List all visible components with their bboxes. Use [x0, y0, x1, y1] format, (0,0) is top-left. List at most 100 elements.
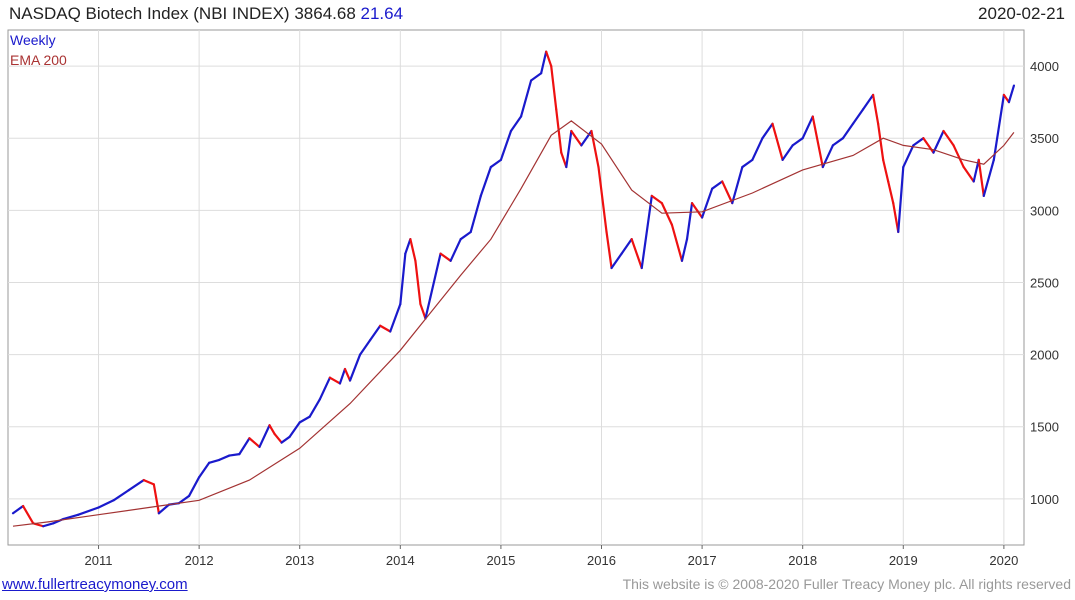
weekly-price-segment — [597, 165, 608, 234]
weekly-price-segment — [42, 522, 55, 528]
weekly-price-segment — [280, 435, 291, 444]
weekly-price-segment — [424, 295, 432, 320]
weekly-price-segment — [942, 129, 955, 147]
weekly-price-segment — [811, 115, 824, 169]
legend-ema: EMA 200 — [10, 52, 67, 68]
weekly-price-segment — [258, 424, 271, 449]
weekly-price-segment — [555, 108, 563, 154]
weekly-price-segment — [771, 122, 784, 161]
y-tick-label: 4000 — [1030, 59, 1059, 74]
weekly-price-segment — [540, 50, 548, 75]
copyright-notice: This website is © 2008-2020 Fuller Treac… — [622, 576, 1071, 592]
weekly-price-segment — [509, 115, 523, 133]
weekly-price-segment — [238, 437, 251, 456]
weekly-price-segment — [479, 165, 492, 197]
weekly-price-segment — [308, 398, 321, 418]
weekly-price-segment — [449, 238, 462, 262]
weekly-price-segment — [529, 72, 543, 82]
weekly-price-segment — [882, 158, 890, 183]
weekly-price-segment — [550, 64, 558, 111]
weekly-price-segment — [187, 476, 201, 498]
weekly-price-segment — [700, 187, 714, 219]
weekly-price-segment — [741, 158, 754, 169]
weekly-price-segment — [409, 238, 417, 262]
weekly-price-segment — [781, 144, 794, 161]
chart-date: 2020-02-21 — [978, 4, 1065, 23]
weekly-price-segment — [580, 129, 593, 147]
x-tick-label: 2019 — [889, 553, 918, 568]
weekly-price-segment — [519, 79, 533, 118]
weekly-price-segment — [791, 137, 804, 147]
weekly-price-segment — [21, 504, 35, 525]
weekly-price-segment — [685, 202, 694, 241]
weekly-price-segment — [831, 137, 845, 147]
weekly-price-segment — [318, 376, 332, 401]
weekly-price-segment — [459, 230, 472, 241]
weekly-price-segment — [97, 499, 115, 509]
y-tick-label: 1000 — [1030, 492, 1059, 507]
weekly-price-segment — [902, 144, 915, 169]
weekly-price-segment — [499, 129, 513, 161]
weekly-price-segment — [992, 93, 1005, 161]
weekly-price-segment — [570, 129, 578, 140]
weekly-price-segment — [288, 421, 301, 438]
weekly-price-segment — [887, 180, 895, 205]
weekly-price-segment — [841, 122, 855, 140]
weekly-price-segment — [328, 376, 342, 385]
weekly-price-segment — [273, 432, 283, 444]
weekly-price-segment — [1002, 93, 1011, 104]
y-tick-label: 2000 — [1030, 348, 1059, 363]
weekly-price-segment — [912, 137, 925, 147]
weekly-price-segment — [369, 324, 382, 342]
weekly-price-segment — [560, 151, 568, 169]
weekly-price-segment — [721, 180, 734, 205]
weekly-price-segment — [228, 453, 241, 457]
price-change: 21.64 — [360, 4, 404, 23]
legend-weekly: Weekly — [10, 32, 56, 48]
index-name: NASDAQ Biotech Index (NBI INDEX) — [9, 4, 290, 23]
weekly-price-segment — [112, 489, 130, 502]
weekly-price-segment — [1007, 84, 1016, 104]
weekly-price-segment — [565, 129, 573, 169]
x-tick-label: 2017 — [688, 553, 717, 568]
weekly-price-segment — [610, 252, 623, 270]
weekly-price-segment — [177, 494, 191, 505]
weekly-price-segment — [801, 115, 814, 140]
last-price: 3864.68 — [294, 4, 356, 23]
weekly-price-segment — [489, 158, 503, 169]
weekly-price-segment — [157, 503, 171, 515]
x-tick-label: 2020 — [989, 553, 1018, 568]
weekly-price-segment — [11, 504, 25, 515]
weekly-price-segment — [404, 238, 412, 255]
y-tick-label: 3500 — [1030, 131, 1059, 146]
weekly-price-segment — [851, 108, 865, 125]
weekly-price-segment — [640, 194, 653, 270]
x-tick-label: 2013 — [285, 553, 314, 568]
weekly-price-segment — [399, 252, 407, 306]
weekly-price-segment — [897, 165, 905, 234]
weekly-price-segment — [198, 461, 211, 479]
weekly-price-segment — [348, 353, 362, 382]
weekly-price-segment — [389, 302, 402, 333]
weekly-price-segment — [429, 252, 442, 298]
weekly-price-segment — [218, 454, 231, 461]
weekly-price-segment — [248, 437, 261, 449]
site-link[interactable]: www.fullertreacymoney.com — [2, 576, 188, 593]
weekly-price-segment — [922, 137, 935, 154]
weekly-price-segment — [670, 223, 684, 262]
weekly-price-segment — [932, 129, 945, 154]
weekly-price-segment — [861, 93, 875, 111]
weekly-price-segment — [419, 302, 427, 320]
weekly-price-segment — [751, 137, 764, 161]
weekly-price-segment — [77, 506, 100, 516]
ema-200-line — [12, 120, 1015, 527]
y-tick-label: 1500 — [1030, 420, 1059, 435]
weekly-price-segment — [142, 478, 155, 486]
y-tick-label: 3000 — [1030, 203, 1059, 218]
plot-frame — [7, 29, 1025, 546]
x-tick-label: 2012 — [185, 553, 214, 568]
x-tick-label: 2018 — [788, 553, 817, 568]
weekly-price-segment — [620, 238, 633, 255]
weekly-price-segment — [575, 137, 583, 147]
x-tick-label: 2015 — [486, 553, 515, 568]
